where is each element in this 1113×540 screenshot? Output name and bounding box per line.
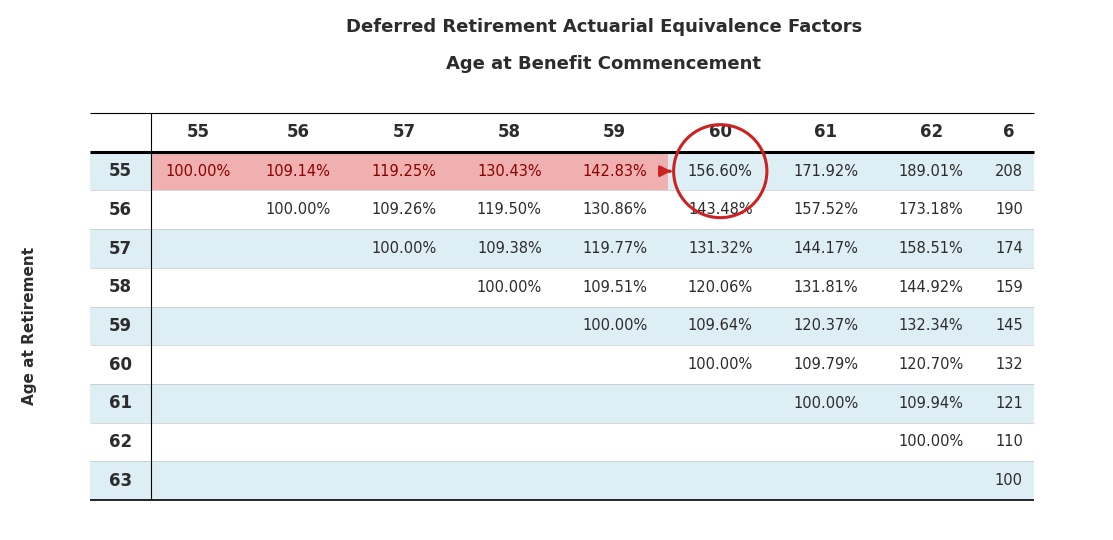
Text: 120.37%: 120.37% [794,319,858,333]
Text: 142.83%: 142.83% [582,164,647,179]
FancyBboxPatch shape [246,152,351,191]
Text: 59: 59 [109,317,132,335]
FancyBboxPatch shape [90,268,1034,307]
Text: 56: 56 [109,201,132,219]
Text: 57: 57 [392,124,415,141]
Text: 61: 61 [109,394,132,412]
Text: 100.00%: 100.00% [794,396,858,411]
Text: 109.14%: 109.14% [266,164,331,179]
Text: 56: 56 [287,124,309,141]
Text: 158.51%: 158.51% [899,241,964,256]
Text: Age at Retirement: Age at Retirement [21,247,37,405]
Text: 145: 145 [995,319,1023,333]
Text: 109.64%: 109.64% [688,319,752,333]
FancyBboxPatch shape [90,229,1034,268]
Text: 62: 62 [919,124,943,141]
Text: 100.00%: 100.00% [688,357,752,372]
Text: 130.43%: 130.43% [477,164,542,179]
Text: 159: 159 [995,280,1023,295]
Text: 132.34%: 132.34% [899,319,964,333]
Text: 144.92%: 144.92% [899,280,964,295]
FancyBboxPatch shape [90,307,1034,345]
Text: 57: 57 [109,240,132,258]
Text: 171.92%: 171.92% [794,164,858,179]
Text: 189.01%: 189.01% [899,164,964,179]
Text: 190: 190 [995,202,1023,217]
Text: 100.00%: 100.00% [166,164,232,179]
FancyBboxPatch shape [90,461,1034,500]
Text: 109.38%: 109.38% [477,241,542,256]
Text: 109.94%: 109.94% [899,396,964,411]
Text: 120.70%: 120.70% [898,357,964,372]
Text: 58: 58 [109,278,132,296]
Text: 157.52%: 157.52% [794,202,858,217]
Text: 144.17%: 144.17% [794,241,858,256]
Text: 156.60%: 156.60% [688,164,752,179]
Text: 132: 132 [995,357,1023,372]
FancyBboxPatch shape [90,191,1034,229]
Text: 109.79%: 109.79% [794,357,858,372]
Text: 60: 60 [109,355,132,374]
Text: 119.77%: 119.77% [582,241,648,256]
Text: 6: 6 [1003,124,1015,141]
Text: 100.00%: 100.00% [476,280,542,295]
Text: 131.81%: 131.81% [794,280,858,295]
Text: 130.86%: 130.86% [582,202,647,217]
Text: 110: 110 [995,434,1023,449]
Text: 100: 100 [995,473,1023,488]
Text: 58: 58 [498,124,521,141]
Text: 63: 63 [109,471,132,490]
FancyBboxPatch shape [90,152,1034,191]
FancyBboxPatch shape [90,345,1034,384]
Text: 100.00%: 100.00% [372,241,436,256]
Text: 208: 208 [995,164,1023,179]
Text: 60: 60 [709,124,731,141]
Text: 174: 174 [995,241,1023,256]
Text: Deferred Retirement Actuarial Equivalence Factors: Deferred Retirement Actuarial Equivalenc… [345,17,861,36]
Text: 109.51%: 109.51% [582,280,648,295]
Text: 119.25%: 119.25% [372,164,436,179]
FancyBboxPatch shape [351,152,456,191]
FancyBboxPatch shape [456,152,562,191]
Text: 119.50%: 119.50% [476,202,542,217]
Text: 61: 61 [815,124,837,141]
Text: 55: 55 [109,162,132,180]
Text: 131.32%: 131.32% [688,241,752,256]
Text: 173.18%: 173.18% [899,202,964,217]
Text: 143.48%: 143.48% [688,202,752,217]
Text: 62: 62 [109,433,132,451]
FancyBboxPatch shape [90,423,1034,461]
Text: 120.06%: 120.06% [688,280,752,295]
Text: 121: 121 [995,396,1023,411]
Text: 59: 59 [603,124,627,141]
Text: 100.00%: 100.00% [266,202,331,217]
Text: 109.26%: 109.26% [372,202,436,217]
Text: Age at Benefit Commencement: Age at Benefit Commencement [446,55,761,73]
FancyBboxPatch shape [90,384,1034,423]
Text: 100.00%: 100.00% [582,319,648,333]
FancyBboxPatch shape [151,152,246,191]
Text: 100.00%: 100.00% [898,434,964,449]
FancyBboxPatch shape [562,152,668,191]
Text: 55: 55 [187,124,210,141]
